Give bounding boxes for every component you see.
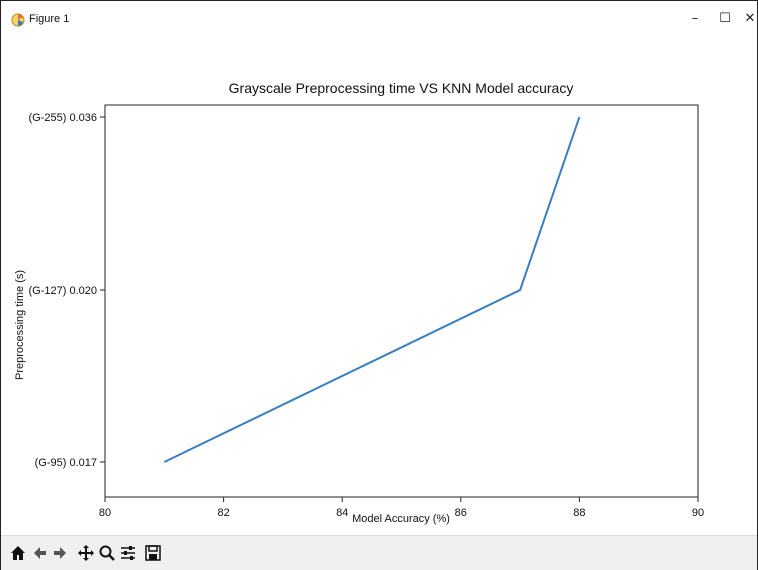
- minimize-button[interactable]: –: [691, 11, 699, 26]
- x-axis-ticks: 80 82 84 86 88 90: [99, 497, 704, 519]
- series-group: [163, 116, 581, 463]
- y-tick-label: (G-95) 0.017: [35, 457, 97, 469]
- zoom-icon[interactable]: [98, 544, 116, 562]
- y-axis-label: Preprocessing time (s): [14, 270, 26, 380]
- x-tick-label: 90: [692, 507, 704, 519]
- home-icon[interactable]: [9, 544, 27, 562]
- close-button[interactable]: ✕: [744, 11, 756, 26]
- x-tick-label: 80: [99, 507, 111, 519]
- x-tick-label: 84: [336, 507, 348, 519]
- pan-icon[interactable]: [77, 544, 95, 562]
- matplotlib-app-icon: [11, 12, 25, 27]
- navigation-toolbar: [1, 535, 757, 570]
- window-title: Figure 1: [29, 13, 70, 25]
- forward-icon[interactable]: [51, 544, 69, 562]
- configure-icon[interactable]: [119, 544, 137, 562]
- x-tick-label: 86: [455, 507, 467, 519]
- y-axis-ticks: (G-95) 0.017 (G-127) 0.020 (G-255) 0.036: [29, 112, 105, 469]
- maximize-button[interactable]: ☐: [719, 11, 731, 26]
- plot-area-frame: [104, 104, 699, 498]
- x-tick-label: 88: [573, 507, 585, 519]
- figure-canvas[interactable]: Grayscale Preprocessing time VS KNN Mode…: [1, 35, 757, 537]
- save-icon[interactable]: [144, 544, 162, 562]
- series-line: [163, 116, 581, 463]
- y-tick-label: (G-127) 0.020: [29, 285, 97, 297]
- y-tick-label: (G-255) 0.036: [29, 112, 97, 124]
- x-axis-label: Model Accuracy (%): [352, 513, 450, 525]
- chart-title: Grayscale Preprocessing time VS KNN Mode…: [229, 80, 574, 96]
- chart-svg: Grayscale Preprocessing time VS KNN Mode…: [14, 80, 704, 525]
- back-icon[interactable]: [31, 544, 49, 562]
- title-bar: Figure 1 – ☐ ✕: [1, 1, 757, 35]
- x-tick-label: 82: [217, 507, 229, 519]
